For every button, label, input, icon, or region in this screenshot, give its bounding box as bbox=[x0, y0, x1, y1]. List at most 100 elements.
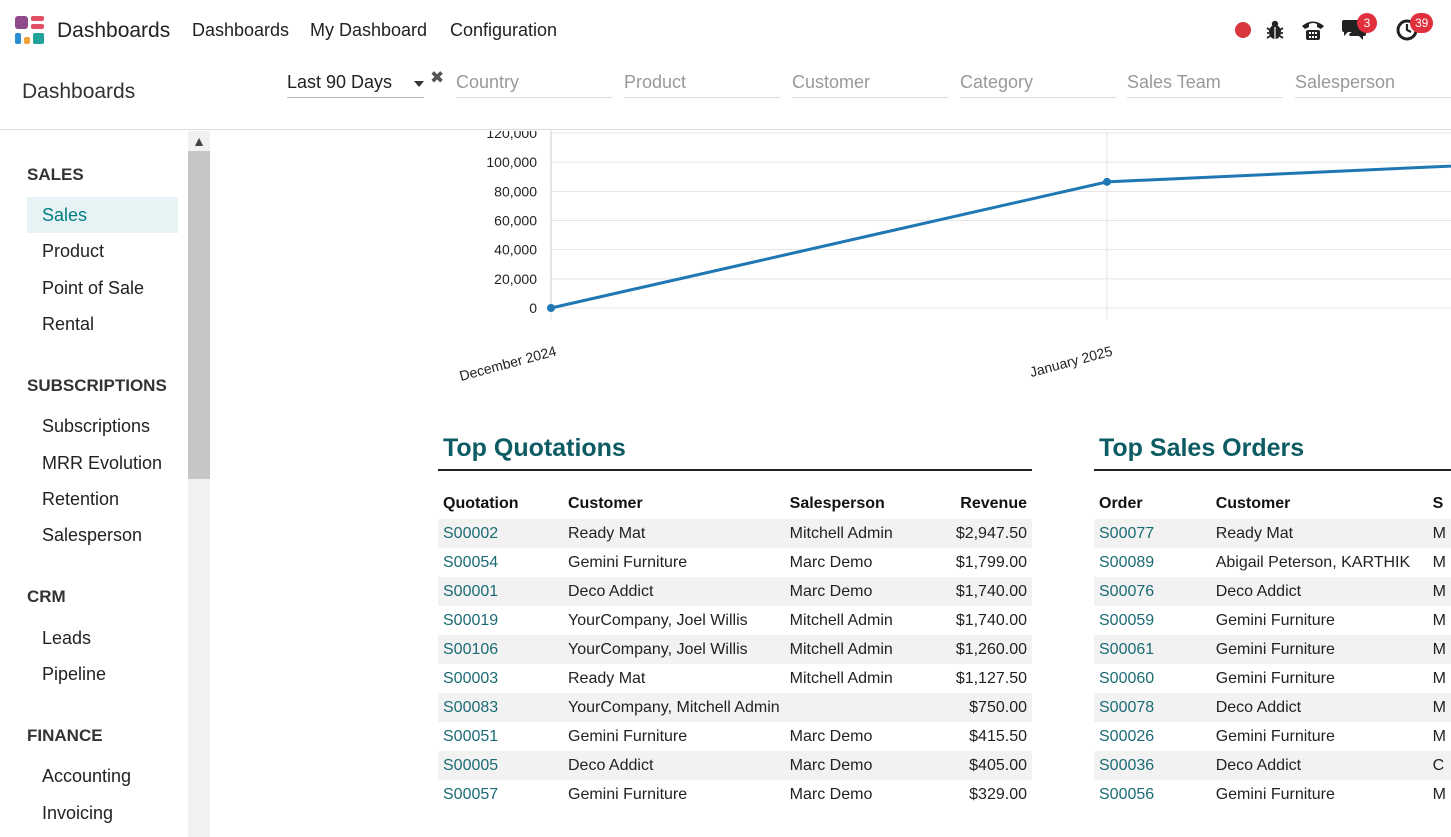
record-link[interactable]: S00089 bbox=[1099, 553, 1155, 571]
col-customer: Customer bbox=[1215, 495, 1291, 512]
y-tick-label: 60,000 bbox=[494, 213, 537, 229]
record-link[interactable]: S00051 bbox=[443, 727, 499, 745]
table-cell: $1,740.00 bbox=[924, 577, 1032, 606]
table-cell: Mitchell Admin bbox=[789, 669, 893, 687]
table-row[interactable]: S00061 Gemini Furniture M bbox=[1094, 635, 1451, 664]
table-cell: Gemini Furniture bbox=[1215, 727, 1335, 745]
table-header-row: Order Customer S bbox=[1094, 489, 1451, 519]
table-cell: Ready Mat bbox=[1210, 519, 1428, 548]
recording-indicator-icon[interactable] bbox=[1235, 22, 1251, 38]
table-cell: Mitchell Admin bbox=[784, 519, 925, 548]
table-row[interactable]: S00078 Deco Addict M bbox=[1094, 693, 1451, 722]
sidebar-item-pipeline[interactable]: Pipeline bbox=[42, 664, 107, 684]
activities-count-badge: 39 bbox=[1410, 13, 1434, 33]
sidebar-item-point-of-sale[interactable]: Point of Sale bbox=[42, 278, 145, 298]
sidebar-item-product[interactable]: Product bbox=[42, 241, 105, 261]
record-link[interactable]: S00106 bbox=[438, 635, 563, 664]
filter-sales-team[interactable]: Sales Team bbox=[1127, 72, 1283, 98]
sidebar-item-sales[interactable]: Sales bbox=[27, 197, 178, 233]
y-tick-label: 80,000 bbox=[494, 183, 537, 199]
col-revenue: Revenue bbox=[960, 495, 1027, 512]
filter-customer[interactable]: Customer bbox=[792, 72, 948, 98]
scrollbar-thumb[interactable] bbox=[188, 151, 210, 479]
table-row[interactable]: S00001 Deco Addict Marc Demo $1,740.00 bbox=[438, 577, 1032, 606]
table-cell: Gemini Furniture bbox=[1215, 785, 1335, 803]
app-name[interactable]: Dashboards bbox=[57, 19, 171, 42]
table-row[interactable]: S00076 Deco Addict M bbox=[1094, 577, 1451, 606]
record-link[interactable]: S00083 bbox=[438, 693, 563, 722]
sidebar-item-rental[interactable]: Rental bbox=[42, 314, 95, 334]
menu-my-dashboard[interactable]: My Dashboard bbox=[310, 20, 428, 40]
table-row[interactable]: S00036 Deco Addict C bbox=[1094, 751, 1451, 780]
scroll-up-arrow-icon[interactable]: ▲ bbox=[192, 133, 206, 149]
record-link[interactable]: S00056 bbox=[1099, 785, 1155, 803]
table-row[interactable]: S00026 Gemini Furniture M bbox=[1094, 722, 1451, 751]
table-row[interactable]: S00051 Gemini Furniture Marc Demo $415.50 bbox=[438, 722, 1032, 751]
col-customer: Customer bbox=[568, 495, 643, 512]
table-cell: Gemini Furniture bbox=[568, 727, 688, 745]
dashboards-app-icon[interactable] bbox=[15, 16, 45, 46]
sidebar-item-salesperson[interactable]: Salesperson bbox=[42, 525, 143, 545]
table-row[interactable]: S00002 Ready Mat Mitchell Admin $2,947.50 bbox=[438, 519, 1032, 548]
sidebar-section-finance: FINANCE bbox=[27, 726, 103, 745]
sidebar-item-invoicing[interactable]: Invoicing bbox=[42, 803, 114, 823]
sidebar-item-retention[interactable]: Retention bbox=[42, 489, 120, 509]
record-link[interactable]: S00019 bbox=[443, 611, 499, 629]
col-salesperson-truncated: S bbox=[1432, 495, 1444, 512]
record-link[interactable]: S00076 bbox=[1094, 577, 1211, 606]
table-row[interactable]: S00005 Deco Addict Marc Demo $405.00 bbox=[438, 751, 1032, 780]
table-cell: M bbox=[1427, 577, 1451, 606]
record-link[interactable]: S00059 bbox=[1099, 611, 1155, 629]
top-quotations-table: Quotation Customer Salesperson Revenue S… bbox=[438, 489, 1032, 809]
record-link[interactable]: S00054 bbox=[443, 553, 499, 571]
filter-product-placeholder: Product bbox=[624, 72, 687, 92]
sidebar-item-leads[interactable]: Leads bbox=[42, 628, 92, 648]
table-row[interactable]: S00059 Gemini Furniture M bbox=[1094, 606, 1451, 635]
record-link[interactable]: S00061 bbox=[1094, 635, 1211, 664]
table-row[interactable]: S00054 Gemini Furniture Marc Demo $1,799.00 bbox=[438, 548, 1032, 577]
record-link[interactable]: S00057 bbox=[443, 785, 499, 803]
record-link[interactable]: S00077 bbox=[1094, 519, 1211, 548]
y-tick-label: 20,000 bbox=[494, 271, 537, 287]
table-cell: $415.50 bbox=[969, 727, 1027, 745]
filter-category[interactable]: Category bbox=[960, 72, 1116, 98]
clear-period-icon[interactable]: ✖ bbox=[430, 68, 445, 87]
y-tick-label: 40,000 bbox=[494, 242, 537, 258]
period-select[interactable]: Last 90 Days bbox=[287, 72, 424, 98]
table-cell: M bbox=[1432, 727, 1446, 745]
record-link[interactable]: S00003 bbox=[443, 669, 499, 687]
col-order: Order bbox=[1099, 495, 1143, 512]
record-link[interactable]: S00060 bbox=[1099, 669, 1155, 687]
table-row[interactable]: S00089 Abigail Peterson, KARTHIK M bbox=[1094, 548, 1451, 577]
table-row[interactable]: S00060 Gemini Furniture M bbox=[1094, 664, 1451, 693]
table-row[interactable]: S00019 YourCompany, Joel Willis Mitchell A… bbox=[438, 606, 1032, 635]
table-row[interactable]: S00083 YourCompany, Mitchell Admin $750.00 bbox=[438, 693, 1032, 722]
menu-configuration[interactable]: Configuration bbox=[450, 20, 558, 40]
filter-product[interactable]: Product bbox=[624, 72, 780, 98]
phone-icon[interactable] bbox=[1300, 19, 1326, 41]
record-link[interactable]: S00001 bbox=[438, 577, 563, 606]
menu-dashboards[interactable]: Dashboards bbox=[192, 20, 290, 40]
table-row[interactable]: S00003 Ready Mat Mitchell Admin $1,127.50 bbox=[438, 664, 1032, 693]
table-row[interactable]: S00056 Gemini Furniture M bbox=[1094, 780, 1451, 809]
table-cell: $405.00 bbox=[924, 751, 1032, 780]
record-link[interactable]: S00036 bbox=[1094, 751, 1211, 780]
sidebar-item-accounting[interactable]: Accounting bbox=[42, 766, 132, 786]
table-row[interactable]: S00077 Ready Mat M bbox=[1094, 519, 1451, 548]
sidebar-item-subscriptions[interactable]: Subscriptions bbox=[42, 416, 151, 436]
filter-country[interactable]: Country bbox=[456, 72, 612, 98]
record-link[interactable]: S00078 bbox=[1094, 693, 1211, 722]
table-row[interactable]: S00106 YourCompany, Joel Willis Mitchell A… bbox=[438, 635, 1032, 664]
table-row[interactable]: S00057 Gemini Furniture Marc Demo $329.00 bbox=[438, 780, 1032, 809]
record-link[interactable]: S00026 bbox=[1099, 727, 1155, 745]
record-link[interactable]: S00005 bbox=[438, 751, 563, 780]
table-cell: Ready Mat bbox=[568, 669, 646, 687]
table-cell: M bbox=[1432, 785, 1446, 803]
table-cell: $1,740.00 bbox=[955, 611, 1027, 629]
table-cell: $1,799.00 bbox=[955, 553, 1027, 571]
record-link[interactable]: S00002 bbox=[438, 519, 563, 548]
sidebar-scrollbar[interactable]: ▲ bbox=[188, 131, 210, 837]
sidebar-item-mrr-evolution[interactable]: MRR Evolution bbox=[42, 453, 163, 473]
debug-bug-icon[interactable] bbox=[1265, 19, 1285, 41]
filter-salesperson[interactable]: Salesperson bbox=[1295, 72, 1451, 98]
